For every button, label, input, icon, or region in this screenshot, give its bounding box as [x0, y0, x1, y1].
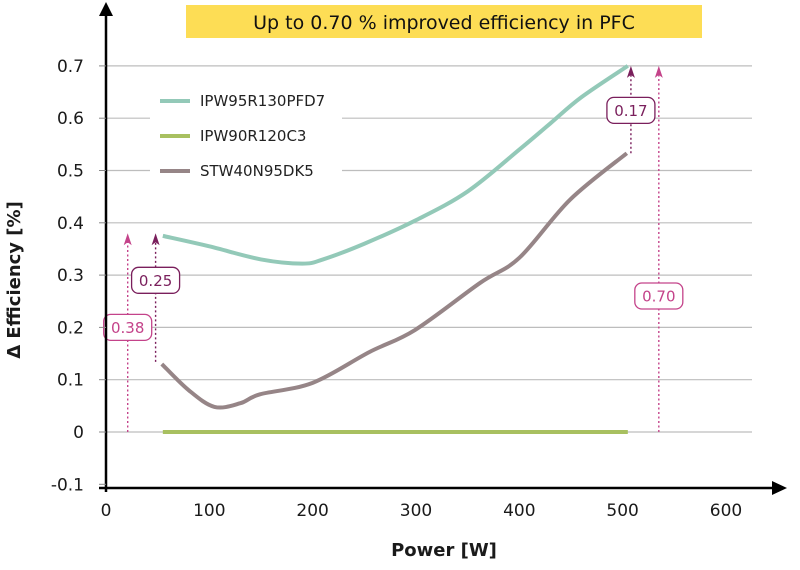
arrow-up-icon: [626, 65, 635, 78]
annotation-label-box: [130, 266, 181, 294]
arrow-up-icon: [151, 233, 160, 246]
annotation-label-box: [634, 282, 684, 310]
y-tick-label: 0.1: [57, 371, 84, 391]
annotation-label: 0.70: [642, 288, 675, 306]
y-tick-label: 0.6: [57, 109, 84, 129]
x-tick-label: 300: [400, 501, 432, 521]
series-line-stw40n95dk5: [160, 151, 629, 410]
y-tick-label: 0.5: [57, 162, 84, 182]
y-tick-label: 0.4: [57, 214, 84, 234]
legend-label: IPW90R120C3: [200, 127, 306, 145]
y-tick-label: 0.7: [57, 57, 84, 77]
x-axis-arrow-icon: [772, 481, 787, 495]
x-tick-label: 500: [606, 501, 638, 521]
legend-label: IPW95R130PFD7: [200, 92, 325, 110]
y-tick-label: 0.3: [57, 266, 84, 286]
y-tick-label: 0.2: [57, 318, 84, 338]
chart-title: Up to 0.70 % improved efficiency in PFC: [253, 12, 635, 34]
y-axis-arrow-icon: [99, 2, 113, 16]
y-tick-label: 0: [73, 423, 84, 443]
annotation-label: 0.17: [614, 102, 647, 120]
arrow-up-icon: [654, 65, 663, 78]
annotation-label: 0.25: [139, 272, 172, 290]
annotation-label-box: [606, 96, 656, 125]
x-tick-label: 0: [101, 501, 112, 521]
x-tick-label: 400: [503, 501, 535, 521]
legend-label: STW40N95DK5: [200, 162, 314, 180]
x-tick-label: 100: [193, 501, 225, 521]
y-axis-label: Δ Efficiency [%]: [4, 201, 25, 359]
title-banner: [186, 5, 702, 38]
annotation-label: 0.38: [111, 319, 144, 337]
x-tick-label: 600: [710, 501, 742, 521]
arrow-up-icon: [123, 233, 132, 246]
y-tick-label: -0.1: [51, 475, 84, 495]
x-axis-label: Power [W]: [391, 540, 497, 561]
x-tick-label: 200: [296, 501, 328, 521]
series-line-ipw95r130pfd7: [162, 64, 629, 266]
